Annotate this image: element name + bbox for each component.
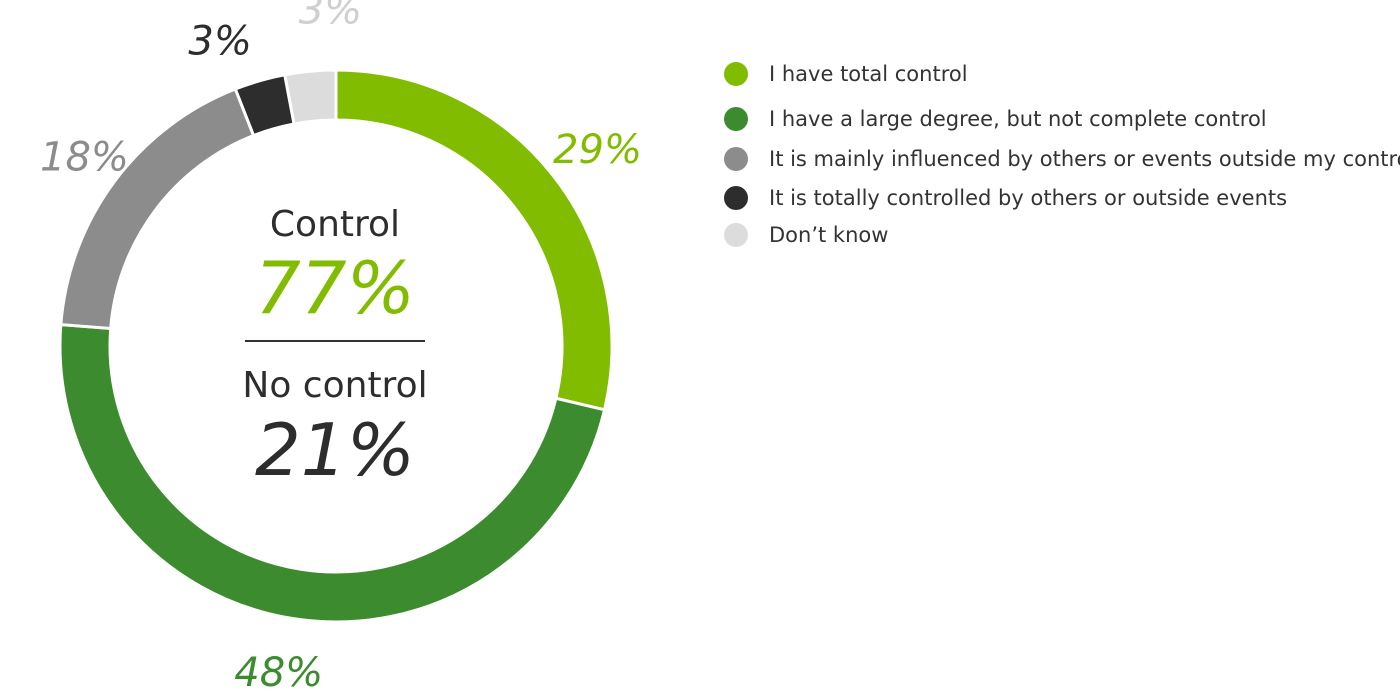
legend-swatch — [724, 62, 748, 86]
donut-slice — [58, 322, 607, 624]
legend-item: It is totally controlled by others or ou… — [724, 186, 1400, 210]
legend-swatch — [724, 186, 748, 210]
legend-label: I have a large degree, but not complete … — [769, 107, 1267, 131]
slice-value-label: 18% — [40, 135, 129, 181]
legend-item: Don’t know — [724, 223, 1400, 247]
legend-item: It is mainly influenced by others or eve… — [724, 147, 1400, 171]
center-no-control-value: 21% — [254, 408, 416, 492]
legend-label: I have total control — [769, 62, 968, 86]
legend-swatch — [724, 223, 748, 247]
legend-label: It is totally controlled by others or ou… — [769, 186, 1288, 210]
center-divider — [245, 340, 425, 342]
legend-label: Don’t know — [769, 223, 889, 247]
legend-swatch — [724, 107, 748, 131]
legend-item: I have total control — [724, 62, 1400, 86]
slice-value-label: 3% — [188, 18, 251, 64]
slice-value-label: 29% — [553, 127, 642, 173]
center-control-value: 77% — [254, 246, 416, 330]
legend-item: I have a large degree, but not complete … — [724, 107, 1400, 131]
legend-label: It is mainly influenced by others or eve… — [769, 147, 1400, 171]
center-no-control-label: No control — [242, 365, 428, 406]
legend-swatch — [724, 147, 748, 171]
center-control-label: Control — [269, 204, 401, 245]
legend: I have total control I have a large degre… — [724, 62, 1400, 262]
slice-value-label: 3% — [299, 0, 362, 33]
donut-slice — [283, 68, 338, 126]
slice-value-label: 48% — [234, 650, 323, 696]
donut-chart: 29% 48% 18% 3% 3% — [40, 0, 642, 696]
